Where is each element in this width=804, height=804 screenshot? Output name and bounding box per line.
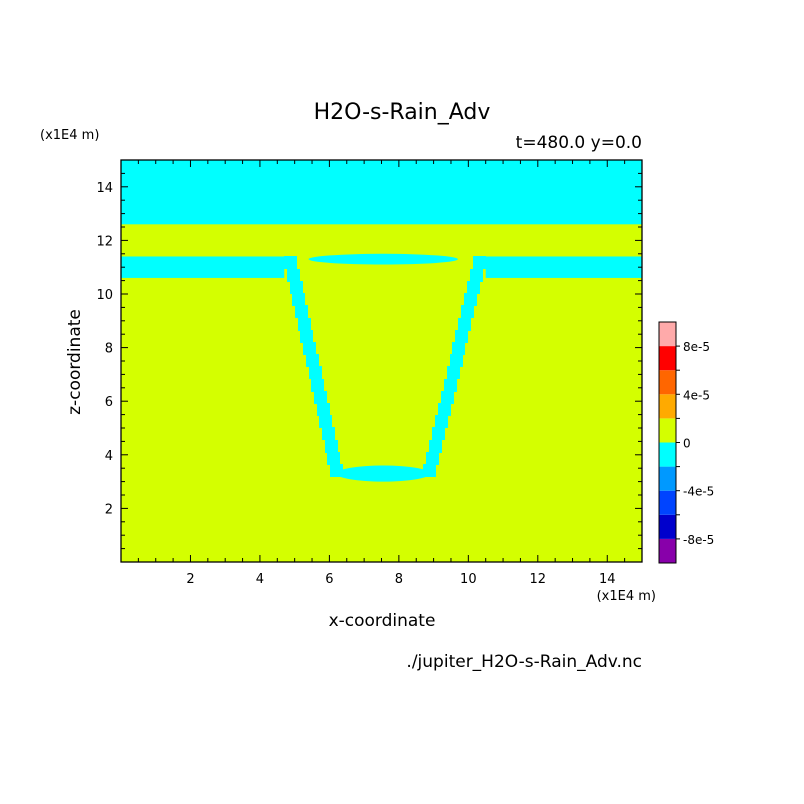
colorbar-label: 4e-5 bbox=[683, 388, 710, 402]
upper-band bbox=[121, 160, 642, 225]
right-wall bbox=[423, 256, 486, 477]
colorbar-swatch bbox=[659, 418, 676, 443]
chart-title: H2O-s-Rain_Adv bbox=[313, 100, 491, 125]
wall-step bbox=[317, 403, 330, 416]
y-tick-label: 2 bbox=[105, 502, 113, 517]
wall-step bbox=[473, 256, 486, 269]
colorbar-swatch bbox=[659, 514, 676, 539]
wall-step bbox=[461, 305, 474, 318]
wall-step bbox=[319, 415, 332, 428]
colorbar-swatch bbox=[659, 346, 676, 371]
colorbar-swatch bbox=[659, 466, 676, 491]
x-tick-label: 2 bbox=[186, 572, 194, 587]
wall-step bbox=[284, 256, 297, 269]
colorbar-swatch bbox=[659, 370, 676, 395]
colorbar-swatch bbox=[659, 490, 676, 515]
left-shelf bbox=[121, 256, 285, 278]
wall-step bbox=[292, 293, 305, 306]
wall-step bbox=[298, 318, 311, 331]
wall-step bbox=[455, 330, 468, 343]
y-tick-label: 10 bbox=[96, 288, 113, 303]
wall-step bbox=[426, 452, 439, 465]
colorbar-swatch bbox=[659, 442, 676, 467]
left-wall bbox=[284, 256, 343, 477]
y-tick-label: 14 bbox=[96, 181, 113, 196]
wall-step bbox=[450, 354, 463, 367]
wall-step bbox=[429, 440, 442, 453]
wall-step bbox=[447, 366, 460, 379]
wall-step bbox=[311, 379, 324, 392]
x-axis-label: x-coordinate bbox=[328, 611, 436, 631]
wall-step bbox=[467, 281, 480, 294]
wall-step bbox=[444, 379, 457, 392]
colorbar-label: 8e-5 bbox=[683, 340, 710, 354]
y-tick-label: 8 bbox=[105, 342, 113, 357]
x-tick-label: 4 bbox=[256, 572, 264, 587]
colorbar-swatch bbox=[659, 538, 676, 563]
plot-field bbox=[121, 160, 642, 562]
wall-step bbox=[306, 354, 319, 367]
y-tick-label: 6 bbox=[105, 395, 113, 410]
colorbar-label: -4e-5 bbox=[683, 485, 714, 499]
wall-step bbox=[287, 269, 300, 282]
colorbar-label: 0 bbox=[683, 437, 691, 451]
y-tick-label: 12 bbox=[96, 234, 113, 249]
wall-step bbox=[458, 318, 471, 331]
file-name-label: ./jupiter_H2O-s-Rain_Adv.nc bbox=[406, 652, 642, 672]
x-tick-label: 10 bbox=[460, 572, 477, 587]
wall-step bbox=[327, 452, 340, 465]
x-tick-label: 14 bbox=[599, 572, 616, 587]
y-axis-unit: (x1E4 m) bbox=[40, 128, 100, 143]
wall-step bbox=[309, 366, 322, 379]
wall-step bbox=[300, 330, 313, 343]
wall-step bbox=[441, 391, 454, 404]
colorbar: -8e-5 -4e-5 0 4e-5 8e-5 bbox=[658, 321, 714, 564]
y-tick-label: 4 bbox=[105, 449, 113, 464]
wall-step bbox=[452, 342, 465, 355]
time-label: t=480.0 y=0.0 bbox=[515, 133, 642, 153]
wall-step bbox=[330, 464, 343, 477]
wall-step bbox=[325, 440, 338, 453]
wall-step bbox=[314, 391, 327, 404]
x-tick-label: 6 bbox=[325, 572, 333, 587]
wall-step bbox=[290, 281, 303, 294]
x-tick-label: 12 bbox=[530, 572, 547, 587]
upper-lens bbox=[308, 253, 458, 265]
wall-step bbox=[438, 403, 451, 416]
wall-step bbox=[322, 427, 335, 440]
wall-step bbox=[423, 464, 436, 477]
lower-lens bbox=[336, 465, 431, 482]
colorbar-label: -8e-5 bbox=[683, 533, 714, 547]
wall-step bbox=[464, 293, 477, 306]
colorbar-swatch bbox=[659, 394, 676, 419]
wall-step bbox=[435, 415, 448, 428]
wall-step bbox=[295, 305, 308, 318]
wall-step bbox=[470, 269, 483, 282]
field-background bbox=[121, 160, 642, 562]
wall-step bbox=[432, 427, 445, 440]
x-tick-label: 8 bbox=[395, 572, 403, 587]
axis-ticks: 2 4 6 8 10 12 14 2 4 6 8 10 12 14 bbox=[96, 160, 642, 587]
x-axis-unit: (x1E4 m) bbox=[596, 589, 656, 604]
right-shelf bbox=[485, 256, 642, 278]
wall-step bbox=[303, 342, 316, 355]
colorbar-swatch bbox=[659, 322, 676, 347]
